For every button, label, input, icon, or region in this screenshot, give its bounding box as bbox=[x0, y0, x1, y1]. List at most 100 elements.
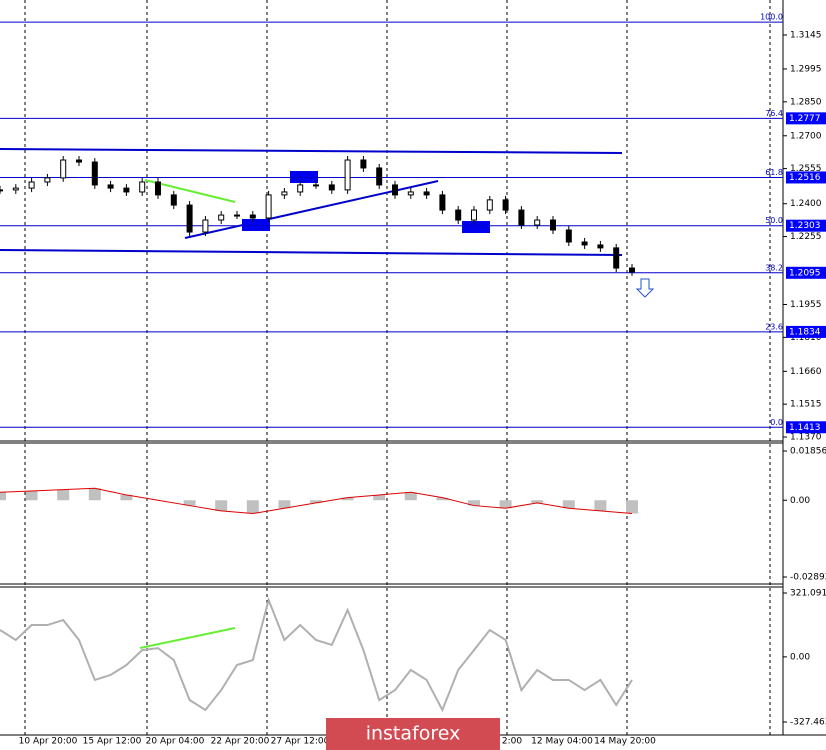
candle bbox=[376, 167, 383, 186]
candle bbox=[76, 159, 82, 163]
price-tag-label: 1.2303 bbox=[789, 221, 821, 231]
axis-label: 1.2400 bbox=[790, 199, 822, 209]
candle bbox=[123, 187, 130, 193]
axis-label: -0.02892 bbox=[790, 573, 826, 583]
axis-label: 1.2850 bbox=[790, 97, 822, 107]
candle bbox=[486, 199, 493, 211]
axis-label: 1.2255 bbox=[790, 232, 822, 242]
candle bbox=[392, 184, 398, 196]
macd-bar bbox=[25, 490, 38, 501]
fib-label: 61.8 bbox=[765, 168, 783, 177]
candle bbox=[234, 214, 240, 217]
axis-label: 1.1955 bbox=[790, 300, 822, 310]
macd-bar bbox=[278, 500, 291, 509]
candle bbox=[155, 181, 161, 196]
axis-label: 1.2555 bbox=[790, 164, 822, 174]
axis-label: 0.00 bbox=[790, 652, 810, 662]
macd-signal bbox=[0, 487, 633, 515]
candle bbox=[91, 161, 98, 186]
macd-bar bbox=[499, 500, 512, 509]
candle bbox=[550, 219, 556, 231]
candle bbox=[0, 189, 3, 192]
macd-bar bbox=[88, 488, 101, 501]
fib-label: 76.4 bbox=[765, 109, 783, 118]
candle bbox=[186, 204, 193, 233]
fib-label: 50.0 bbox=[765, 216, 783, 225]
price-tag bbox=[786, 219, 826, 232]
candle bbox=[407, 191, 414, 196]
macd-bar bbox=[531, 500, 544, 503]
time-label: 15 Apr 12:00 bbox=[83, 737, 142, 747]
candle bbox=[471, 209, 477, 221]
price-tag-label: 1.2095 bbox=[789, 268, 821, 278]
time-label: 22 Apr 20:00 bbox=[211, 737, 270, 747]
macd-bar bbox=[246, 500, 259, 514]
price-tag bbox=[786, 421, 826, 434]
macd-bar bbox=[404, 492, 417, 501]
price-tag bbox=[786, 266, 826, 279]
macd-bar bbox=[215, 500, 228, 511]
axis-label: 0.01856 bbox=[790, 447, 826, 457]
candle bbox=[455, 209, 462, 221]
macd-bar bbox=[436, 497, 449, 501]
candle bbox=[28, 181, 35, 189]
candle bbox=[597, 244, 604, 249]
candle bbox=[12, 187, 19, 191]
fib-label: 100.0 bbox=[760, 13, 783, 22]
time-label: 14 May 20:00 bbox=[594, 737, 656, 747]
macd-bar bbox=[0, 492, 6, 501]
candle bbox=[565, 229, 572, 243]
axis-label: 1.1370 bbox=[790, 433, 822, 443]
macd-bar bbox=[120, 494, 133, 501]
candle bbox=[107, 184, 114, 189]
time-label: 27 Apr 12:00 bbox=[271, 737, 330, 747]
candle bbox=[170, 194, 177, 206]
candle bbox=[344, 159, 351, 191]
candle bbox=[265, 194, 272, 219]
cci-line bbox=[0, 596, 633, 713]
axis-label: 1.2995 bbox=[790, 64, 822, 74]
macd-bar bbox=[310, 500, 322, 503]
macd-bar bbox=[57, 489, 70, 501]
fib-label: 38.2 bbox=[765, 263, 783, 272]
candle bbox=[44, 177, 51, 183]
fib-label: 0.0 bbox=[770, 418, 783, 427]
candle bbox=[218, 214, 225, 221]
price-tag-label: 1.2516 bbox=[789, 173, 821, 183]
time-label: 2:00 bbox=[502, 737, 522, 747]
price-tag-label: 1.1413 bbox=[789, 423, 821, 433]
time-label: 10 Apr 20:00 bbox=[19, 737, 78, 747]
macd-bar bbox=[468, 500, 480, 506]
candle bbox=[60, 159, 67, 179]
candle bbox=[502, 199, 509, 211]
candle bbox=[297, 184, 304, 193]
macd-bar bbox=[626, 500, 638, 514]
candle bbox=[629, 267, 635, 273]
candle bbox=[249, 214, 256, 219]
candle bbox=[534, 219, 541, 226]
axis-label: 1.1660 bbox=[790, 367, 822, 377]
price-tag bbox=[786, 325, 826, 338]
axis-label: 1.1515 bbox=[790, 400, 822, 410]
macd-bar bbox=[562, 500, 575, 509]
macd-bar bbox=[183, 500, 196, 506]
time-label: 20 Apr 04:00 bbox=[146, 737, 205, 747]
macd-bar bbox=[373, 494, 386, 501]
watermark: instaforex bbox=[366, 723, 461, 745]
candle bbox=[360, 159, 367, 169]
grid bbox=[24, 0, 771, 735]
axis-label: 1.2700 bbox=[790, 131, 822, 141]
price-tag bbox=[786, 171, 826, 184]
candle bbox=[313, 184, 319, 187]
candle bbox=[518, 209, 525, 226]
candle bbox=[439, 194, 446, 211]
candle bbox=[281, 191, 288, 196]
candle bbox=[423, 191, 430, 196]
axis-label: 1.3145 bbox=[790, 31, 822, 41]
axis-label: -327.4630 bbox=[790, 718, 826, 728]
candle bbox=[581, 241, 588, 246]
candle bbox=[613, 247, 620, 269]
axis-label: 321.0916 bbox=[790, 589, 826, 599]
